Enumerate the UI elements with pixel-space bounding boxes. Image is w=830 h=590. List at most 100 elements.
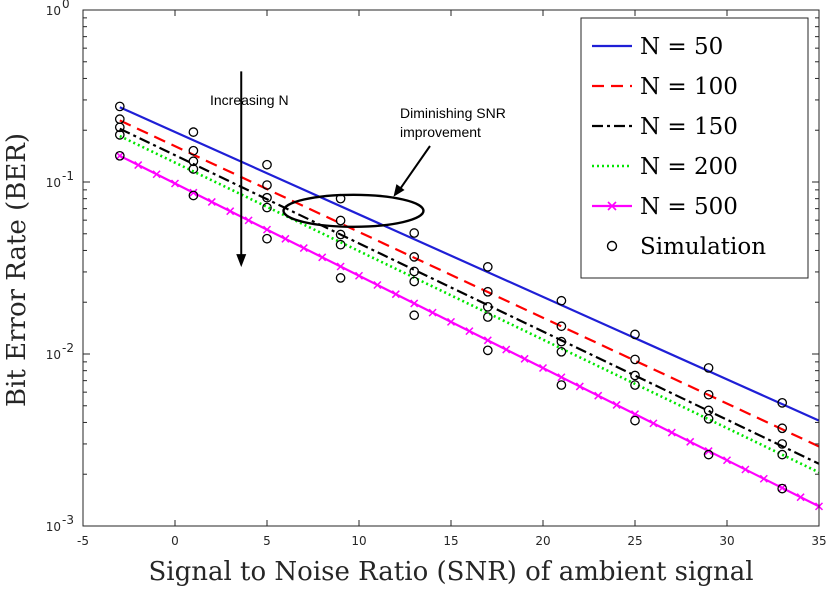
simulation-point bbox=[630, 329, 640, 340]
y-tick-label: 10 bbox=[46, 348, 61, 362]
simulation-point bbox=[703, 389, 714, 400]
x-tick-label: 15 bbox=[443, 534, 458, 548]
simulation-point bbox=[630, 354, 640, 365]
series-marker bbox=[318, 253, 327, 262]
simulation-point bbox=[114, 129, 125, 140]
legend-label-3: N = 150 bbox=[640, 114, 738, 140]
series-marker bbox=[557, 373, 566, 382]
simulation-point bbox=[262, 233, 272, 244]
series-marker bbox=[281, 234, 290, 243]
series-marker bbox=[189, 188, 198, 197]
simulation-point bbox=[556, 336, 567, 347]
series-line-4 bbox=[119, 134, 820, 474]
series-marker bbox=[465, 327, 474, 336]
legend-label-5: N = 500 bbox=[640, 194, 738, 220]
legend-label-1: N = 50 bbox=[640, 34, 723, 60]
series-marker bbox=[170, 179, 180, 188]
simulation-point bbox=[777, 397, 788, 408]
x-tick-label: 35 bbox=[811, 534, 826, 548]
diminishing-arrow bbox=[398, 145, 431, 191]
series-marker bbox=[520, 354, 529, 363]
simulation-point bbox=[262, 202, 272, 213]
diminishing-label-line1: Diminishing SNR bbox=[400, 105, 506, 121]
simulation-point bbox=[335, 273, 346, 283]
diminishing-arrowhead bbox=[393, 184, 405, 197]
simulation-point bbox=[188, 145, 199, 156]
annotation-layer: Increasing N Diminishing SNR improvement bbox=[210, 71, 506, 268]
series-marker bbox=[538, 363, 548, 373]
series-marker bbox=[686, 437, 695, 446]
simulation-point bbox=[630, 415, 640, 426]
simulation-point bbox=[556, 321, 567, 332]
simulation-point bbox=[335, 215, 346, 226]
simulation-point bbox=[482, 262, 493, 272]
legend-marker bbox=[607, 201, 617, 211]
series-marker bbox=[796, 493, 805, 502]
x-tick-label: 0 bbox=[171, 534, 179, 548]
y-tick-label: 10 bbox=[46, 520, 61, 534]
simulation-point bbox=[188, 156, 199, 167]
series-marker bbox=[152, 170, 161, 179]
series-marker bbox=[502, 345, 511, 354]
simulation-point bbox=[409, 276, 420, 287]
legend-label-simulation: Simulation bbox=[640, 234, 766, 260]
simulation-point bbox=[777, 483, 788, 494]
series-marker bbox=[134, 161, 143, 170]
series-marker bbox=[336, 262, 345, 271]
simulation-point bbox=[482, 312, 493, 322]
series-layer bbox=[115, 106, 824, 511]
simulation-point bbox=[482, 286, 493, 297]
simulation-point bbox=[409, 266, 420, 277]
simulation-point bbox=[335, 229, 346, 240]
series-marker bbox=[262, 225, 272, 234]
series-marker bbox=[483, 336, 492, 345]
series-marker bbox=[410, 299, 419, 308]
simulation-point bbox=[262, 180, 272, 190]
diminishing-label-line2: improvement bbox=[400, 124, 481, 140]
diminishing-ellipse bbox=[282, 193, 425, 229]
series-marker bbox=[649, 419, 658, 428]
series-marker bbox=[575, 382, 584, 391]
legend-label-4: N = 200 bbox=[640, 154, 738, 180]
y-tick-exponent: -2 bbox=[62, 341, 74, 355]
simulation-point bbox=[482, 345, 493, 356]
y-tick-exponent: -1 bbox=[62, 169, 74, 183]
x-tick-label: -5 bbox=[77, 534, 89, 548]
simulation-point bbox=[262, 159, 272, 170]
series-marker bbox=[226, 207, 235, 216]
y-tick-label: 10 bbox=[46, 4, 61, 18]
series-marker bbox=[741, 465, 750, 474]
series-line-3 bbox=[119, 127, 820, 465]
simulation-point bbox=[703, 413, 714, 424]
simulation-point bbox=[630, 370, 640, 381]
simulation-point bbox=[482, 301, 493, 312]
simulation-point bbox=[188, 190, 199, 201]
increasing-n-label: Increasing N bbox=[210, 92, 289, 108]
x-tick-label: 5 bbox=[263, 534, 271, 548]
y-tick-label: 10 bbox=[46, 176, 61, 190]
simulation-point bbox=[262, 192, 272, 203]
series-marker bbox=[299, 244, 308, 253]
simulation-point bbox=[114, 101, 125, 112]
y-axis-label: Bit Error Rate (BER) bbox=[2, 133, 32, 407]
simulation-point bbox=[409, 310, 420, 321]
y-tick-exponent: 0 bbox=[62, 0, 70, 11]
simulation-point bbox=[556, 295, 567, 306]
simulation-point bbox=[630, 380, 640, 390]
y-tick-exponent: -3 bbox=[62, 513, 74, 527]
simulation-point bbox=[188, 127, 199, 137]
simulation-point bbox=[777, 439, 788, 449]
legend: N = 50 N = 100 N = 150 N = 200 N = 500 Simula… bbox=[580, 17, 809, 279]
series-marker bbox=[373, 280, 382, 290]
x-tick-label: 10 bbox=[351, 534, 366, 548]
simulation-point bbox=[409, 252, 420, 262]
series-marker bbox=[759, 474, 768, 483]
series-line-1 bbox=[119, 106, 820, 422]
x-axis-label: Signal to Noise Ratio (SNR) of ambient s… bbox=[148, 557, 753, 587]
series-marker bbox=[354, 271, 364, 280]
x-tick-label: 20 bbox=[535, 534, 550, 548]
series-marker bbox=[391, 290, 400, 299]
simulation-point bbox=[556, 346, 567, 357]
series-marker bbox=[612, 400, 621, 409]
